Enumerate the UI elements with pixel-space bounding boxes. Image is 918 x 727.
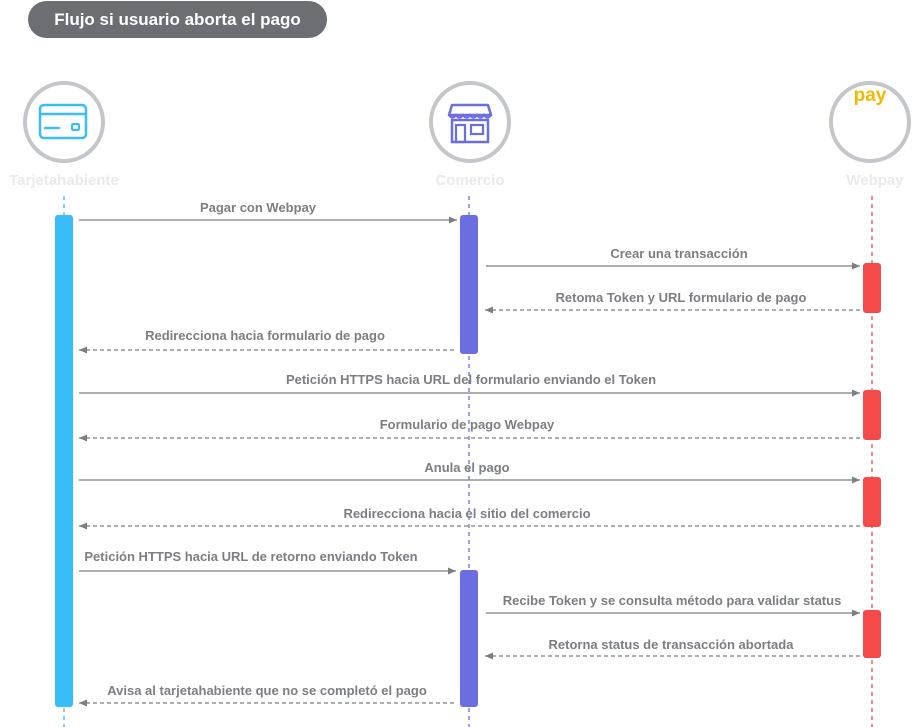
actor-tarjetahabiente	[23, 81, 105, 163]
credit-card-icon	[38, 103, 88, 140]
message-label: Crear una transacción	[610, 246, 747, 261]
actor-label-comercio: Comercio	[435, 172, 505, 189]
message-label: Avisa al tarjetahabiente que no se compl…	[107, 683, 427, 698]
message-label: Recibe Token y se consulta método para v…	[503, 593, 842, 608]
activation-webpay-1	[863, 263, 881, 313]
actor-webpay: pay	[829, 81, 911, 163]
message-label: Pagar con Webpay	[200, 200, 317, 215]
message-label: Retorna status de transacción abortada	[549, 637, 795, 652]
actor-label-tarjetahabiente: Tarjetahabiente	[9, 172, 119, 189]
diagram-title: Flujo si usuario aborta el pago	[28, 1, 327, 38]
message-label: Petición HTTPS hacia URL del formulario …	[286, 372, 656, 387]
activation-webpay-3	[863, 477, 881, 527]
message-label: Retoma Token y URL formulario de pago	[556, 290, 807, 305]
actor-comercio	[429, 81, 511, 163]
storefront-icon	[447, 103, 493, 144]
activation-webpay-4	[863, 610, 881, 658]
message-label: Anula el pago	[424, 460, 509, 475]
message-label: Formulario de pago Webpay	[380, 417, 555, 432]
activation-webpay-2	[863, 390, 881, 440]
activation-tarjetahabiente	[55, 215, 73, 707]
message-label: Redirecciona hacia formulario de pago	[145, 328, 385, 343]
activation-comercio-1	[460, 215, 478, 354]
message-label: Redirecciona hacia el sitio del comercio	[343, 506, 590, 521]
activation-comercio-2	[460, 570, 478, 707]
message-label: Petición HTTPS hacia URL de retorno envi…	[84, 549, 417, 564]
actor-label-webpay: Webpay	[846, 172, 904, 189]
webpay-logo: pay	[853, 85, 887, 106]
